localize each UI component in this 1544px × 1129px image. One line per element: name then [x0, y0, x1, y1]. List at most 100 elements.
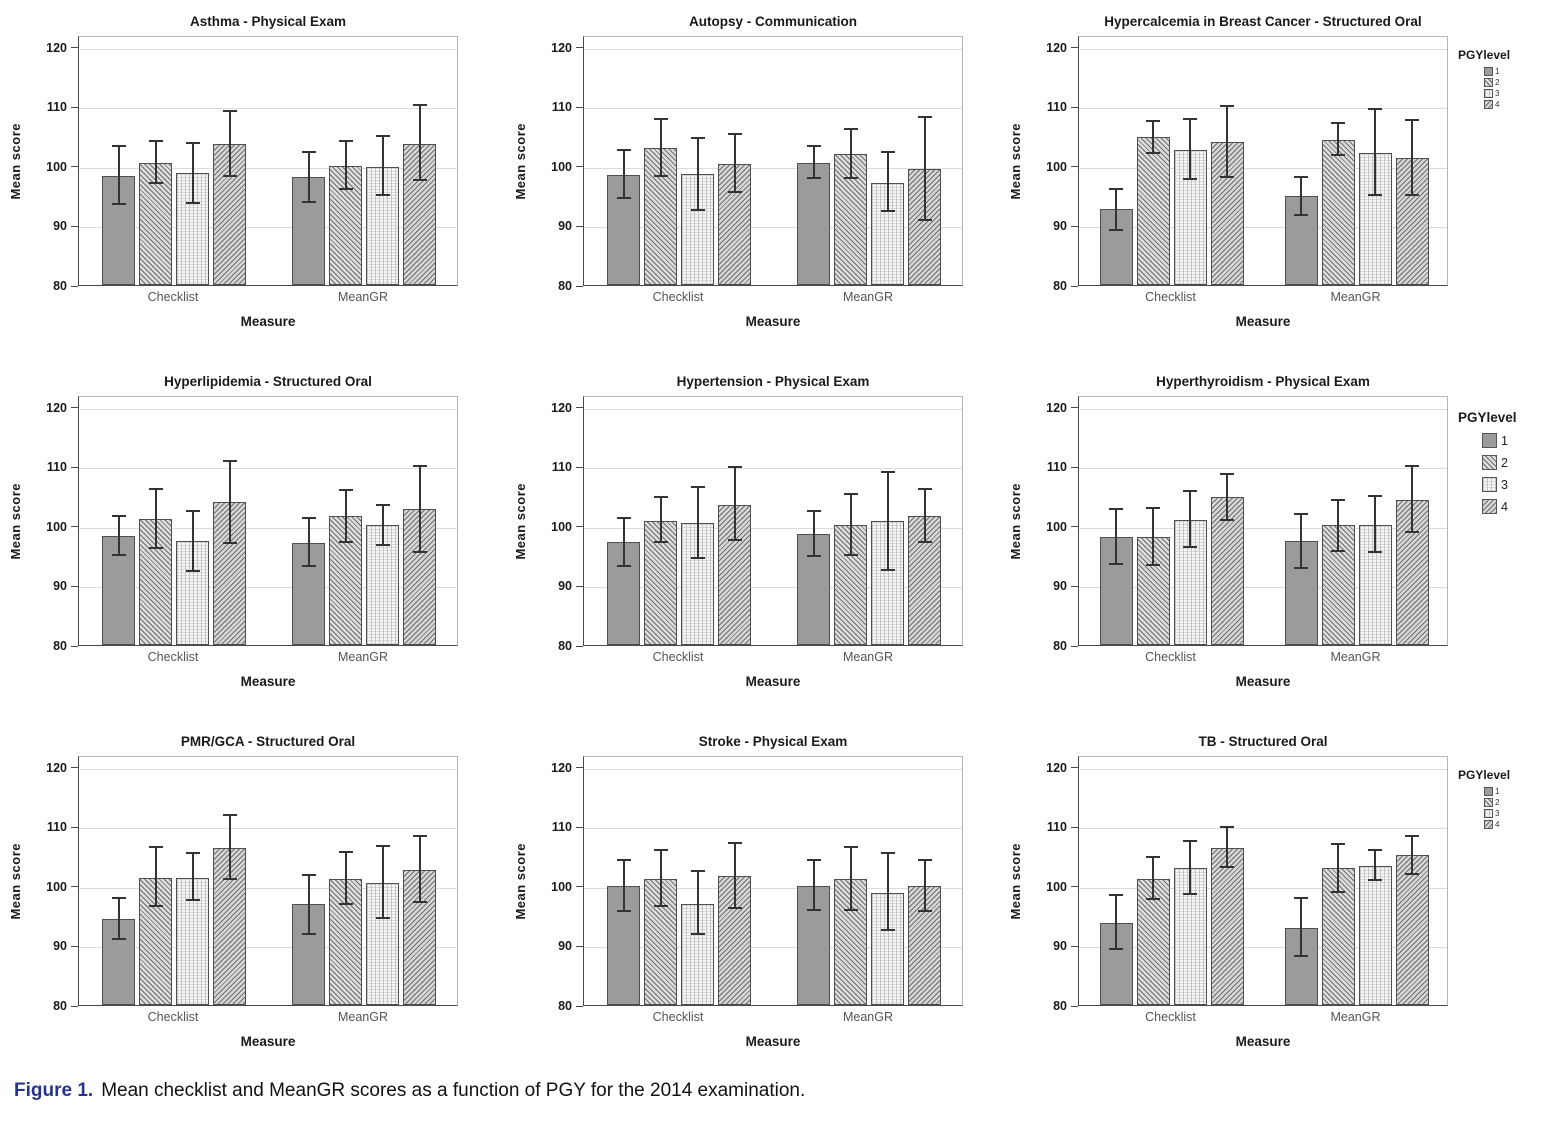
gridline: [584, 587, 962, 589]
error-bar-cap-bottom: [412, 550, 427, 553]
error-bar-cap-bottom: [1405, 873, 1419, 876]
x-tick-label-meangr: MeanGR: [842, 290, 894, 304]
plot-area: [78, 756, 458, 1006]
y-tick-mark: [576, 767, 583, 769]
error-bar: [1300, 513, 1302, 569]
legend-title: PGYlevel: [1458, 410, 1517, 425]
gridline: [79, 828, 457, 830]
legend-swatch-pgy4-icon: [1482, 499, 1497, 514]
y-tick-label: 110: [46, 820, 67, 835]
error-bar: [381, 505, 384, 546]
chart-title: Hypercalcemia in Breast Cancer - Structu…: [1104, 14, 1422, 29]
bar-pgy4-checklist: [1210, 847, 1244, 1005]
error-bar-cap-top: [806, 859, 821, 862]
error-bar-cap-bottom: [880, 569, 895, 572]
error-bar: [812, 511, 815, 557]
plot-column: Checklist MeanGR Measure: [1078, 396, 1448, 689]
y-tick-label: 120: [1046, 400, 1067, 415]
y-tick-mark: [1071, 945, 1078, 947]
chart-asthma-physical-exam: Asthma - Physical Exam Mean score 80 90 100 1…: [0, 4, 505, 364]
gridline: [584, 527, 962, 529]
chart-autopsy-communication: Autopsy - Communication Mean score 80 90 100…: [505, 4, 1000, 364]
error-bar-cap-top: [1331, 842, 1345, 845]
error-bar-cap-top: [338, 140, 353, 142]
chart-hypercalcemia-in-breast-cancer-structured-oral: Hypercalcemia in Breast Cancer - Structu…: [1000, 4, 1544, 364]
gridline: [79, 408, 457, 410]
error-bar: [1152, 857, 1154, 901]
gridline: [584, 828, 962, 830]
gridline: [79, 167, 457, 169]
pgy-legend: PGYlevel 1 2 3 4: [1458, 396, 1517, 646]
error-bar: [622, 859, 625, 913]
gridline: [1079, 587, 1447, 589]
error-bar: [886, 152, 889, 213]
y-tick-mark: [576, 225, 583, 227]
error-bar-cap-bottom: [653, 541, 668, 544]
error-bar-cap-top: [185, 510, 200, 513]
plot-column: Checklist MeanGR Measure: [583, 756, 963, 1049]
error-bar-cap-bottom: [1294, 566, 1308, 569]
legend-item-pgy2: 2: [1484, 78, 1510, 87]
error-bar-cap-top: [727, 842, 742, 845]
error-bar: [344, 852, 347, 905]
legend-items: 1 2 3 4: [1458, 433, 1517, 514]
chart-hyperlipidemia-structured-oral: Hyperlipidemia - Structured Oral Mean sco…: [0, 364, 505, 724]
y-tick-mark: [71, 47, 78, 49]
y-tick-mark: [576, 166, 583, 168]
error-bar: [1374, 496, 1376, 554]
error-bar: [117, 516, 120, 556]
y-axis-label-column: Mean score: [505, 756, 535, 1006]
y-tick-mark: [576, 645, 583, 647]
y-tick-mark: [71, 585, 78, 587]
legend-item-pgy1: 1: [1482, 433, 1517, 448]
error-bar: [228, 460, 231, 544]
legend-swatch-pgy3-icon: [1482, 477, 1497, 492]
y-axis-ticks: 80 90 100 110 120: [30, 756, 78, 1013]
y-tick-mark: [576, 407, 583, 409]
chart-title: PMR/GCA - Structured Oral: [180, 734, 356, 749]
error-bar-cap-bottom: [690, 208, 705, 211]
bar-pgy3-meangr: [1358, 865, 1392, 1005]
y-tick-mark: [71, 945, 78, 947]
y-axis-ticks: 80 90 100 110 120: [1030, 756, 1078, 1013]
error-bar-cap-bottom: [185, 898, 200, 901]
y-axis-label-column: Mean score: [505, 36, 535, 286]
chart-body: Mean score 80 90 100 110 120 Checklist MeanGR Me…: [505, 36, 1000, 329]
y-tick-mark: [576, 526, 583, 528]
error-bar-cap-top: [148, 846, 163, 849]
x-axis-label: Measure: [240, 314, 296, 329]
x-tick-label-checklist: Checklist: [147, 1010, 199, 1024]
y-tick-mark: [1071, 407, 1078, 409]
error-bar-cap-top: [412, 835, 427, 837]
error-bar-cap-bottom: [806, 554, 821, 557]
error-bar: [1411, 466, 1413, 534]
legend-item-label: 3: [1495, 809, 1500, 818]
y-axis-label-column: Mean score: [505, 396, 535, 646]
y-tick-mark: [576, 106, 583, 108]
error-bar-cap-bottom: [1220, 175, 1234, 178]
error-bar: [849, 847, 852, 911]
y-tick-mark: [71, 645, 78, 647]
error-bar: [418, 105, 421, 182]
y-tick-label: 80: [1053, 639, 1067, 653]
x-tick-label-meangr: MeanGR: [337, 1010, 389, 1024]
gridline: [79, 108, 457, 110]
y-tick-mark: [71, 886, 78, 888]
error-bar-cap-bottom: [375, 543, 390, 546]
error-bar: [1226, 473, 1228, 521]
error-bar: [1411, 120, 1413, 197]
y-tick-label: 100: [46, 879, 67, 894]
y-tick-label: 100: [46, 519, 67, 534]
bar-pgy2-checklist: [644, 878, 677, 1005]
y-tick-mark: [71, 466, 78, 468]
error-bar-cap-top: [185, 852, 200, 855]
error-bar: [849, 493, 852, 557]
chart-title: Hypertension - Physical Exam: [676, 374, 870, 389]
y-axis-ticks: 80 90 100 110 120: [535, 396, 583, 653]
y-tick-label: 90: [558, 939, 572, 954]
chart-pmr-gca-structured-oral: PMR/GCA - Structured Oral Mean score 80 90 1…: [0, 724, 505, 1068]
error-bar-cap-top: [806, 144, 821, 147]
y-tick-label: 90: [53, 219, 67, 234]
gridline: [1079, 48, 1447, 50]
